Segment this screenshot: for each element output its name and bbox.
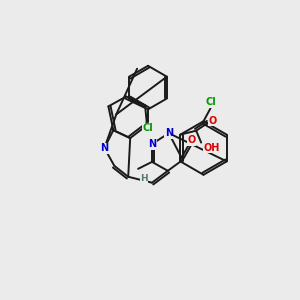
Text: Cl: Cl	[205, 98, 216, 107]
Text: N: N	[165, 128, 173, 138]
Text: O: O	[188, 135, 196, 145]
Text: OH: OH	[203, 142, 220, 152]
Text: Cl: Cl	[142, 123, 153, 133]
Text: N: N	[148, 139, 156, 149]
Text: O: O	[209, 116, 217, 126]
Text: N: N	[100, 143, 109, 153]
Text: H: H	[140, 174, 148, 183]
